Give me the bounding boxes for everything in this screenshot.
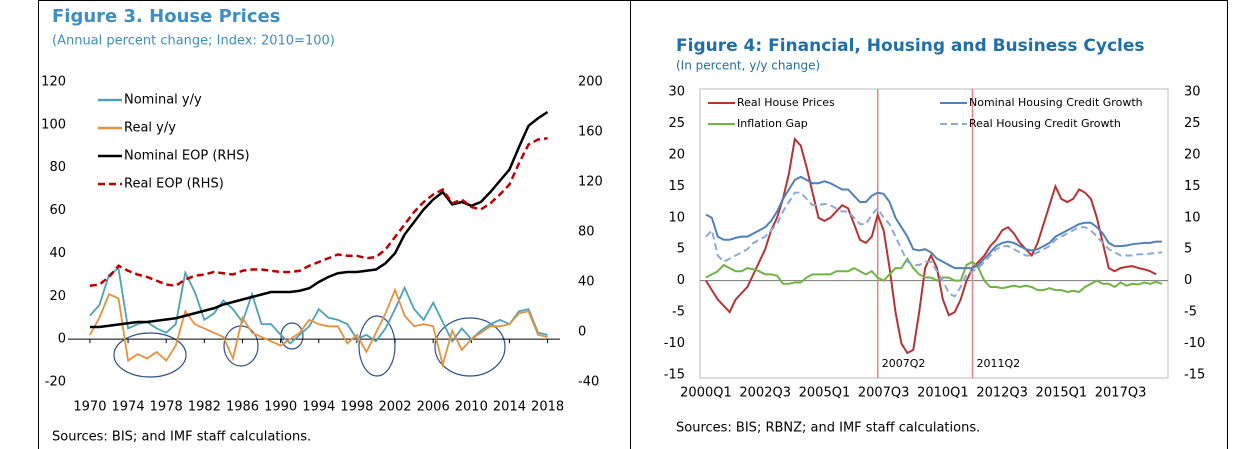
y-tick-label: 0: [58, 332, 66, 347]
y2-tick-label: 30: [1184, 85, 1201, 100]
y-tick-label: -20: [45, 375, 66, 390]
x-tick-label: 2006: [417, 400, 450, 415]
x-tick-label: 1978: [150, 400, 183, 415]
y2-tick-label: 10: [1184, 210, 1201, 225]
y-tick-label: 40: [49, 246, 66, 261]
series-line: [89, 287, 548, 369]
x-tick-label: 1970: [73, 400, 106, 415]
y2-tick-label: 200: [578, 75, 603, 90]
x-tick-label: 2012Q3: [976, 386, 1028, 401]
x-tick-label: 2007Q3: [858, 386, 910, 401]
series-line: [89, 110, 549, 329]
series-line: [705, 137, 1157, 355]
x-tick-label: 1986: [226, 400, 259, 415]
y2-tick-label: 40: [578, 275, 595, 290]
source-note: Sources: BIS; and IMF staff calculations…: [52, 430, 311, 445]
y-tick-label: 120: [41, 75, 66, 90]
y-tick-label: -10: [664, 336, 685, 351]
y2-tick-label: -15: [1184, 368, 1205, 383]
y-tick-label: -5: [672, 305, 685, 320]
y2-tick-label: 25: [1184, 116, 1201, 131]
legend-label: Real Housing Credit Growth: [969, 117, 1121, 130]
y2-tick-label: 20: [1184, 147, 1201, 162]
y-tick-label: 0: [677, 273, 685, 288]
series-line: [705, 175, 1163, 270]
chart-title: Figure 4: Financial, Housing and Busines…: [676, 36, 1145, 56]
legend-label: Real House Prices: [737, 96, 835, 109]
x-tick-label: 2015Q1: [1036, 386, 1088, 401]
y2-tick-label: -10: [1184, 336, 1205, 351]
highlight-ellipse: [223, 325, 259, 367]
series-line: [705, 191, 1163, 298]
highlight-ellipse: [113, 332, 187, 378]
y2-tick-label: 15: [1184, 179, 1201, 194]
y2-tick-label: 80: [578, 225, 595, 240]
y2-tick-label: -5: [1184, 305, 1197, 320]
series-line: [89, 137, 548, 288]
x-tick-label: 2017Q3: [1095, 386, 1147, 401]
y-tick-label: 25: [668, 116, 685, 131]
chart-subtitle: (In percent, y/y change): [676, 59, 820, 73]
series-line: [89, 266, 548, 345]
y2-tick-label: -40: [578, 375, 599, 390]
x-tick-label: 2010Q1: [917, 386, 969, 401]
x-tick-label: 1998: [340, 400, 373, 415]
y-tick-label: 5: [677, 242, 685, 257]
x-tick-label: 2014: [493, 400, 526, 415]
y-tick-label: 30: [668, 85, 685, 100]
y-tick-label: 60: [49, 203, 66, 218]
legend-label: Nominal y/y: [124, 93, 202, 108]
y-tick-label: -15: [664, 368, 685, 383]
x-tick-label: 2018: [531, 400, 564, 415]
highlight-ellipse: [358, 315, 396, 377]
y2-tick-label: 0: [578, 325, 586, 340]
y-tick-label: 10: [668, 210, 685, 225]
x-tick-label: 1982: [188, 400, 221, 415]
chart-title: Figure 3. House Prices: [52, 6, 280, 27]
plot-frame: [699, 88, 1169, 379]
x-tick-label: 2005Q1: [799, 386, 851, 401]
legend-label: Nominal Housing Credit Growth: [969, 96, 1143, 109]
legend-label: Real EOP (RHS): [124, 177, 224, 192]
y-tick-label: 100: [41, 117, 66, 132]
series-line: [705, 256, 1163, 294]
y2-tick-label: 160: [578, 125, 603, 140]
x-tick-label: 2000Q1: [680, 386, 732, 401]
y-tick-label: 15: [668, 179, 685, 194]
x-tick-label: 1994: [302, 400, 335, 415]
y2-tick-label: 120: [578, 175, 603, 190]
x-tick-label: 2002Q3: [739, 386, 791, 401]
x-tick-label: 2010: [455, 400, 488, 415]
legend-label: Nominal EOP (RHS): [124, 149, 250, 164]
x-tick-label: 1990: [264, 400, 297, 415]
y2-tick-label: 5: [1184, 242, 1192, 257]
highlight-ellipse: [434, 317, 506, 377]
y-tick-label: 20: [49, 289, 66, 304]
x-tick-label: 2002: [378, 400, 411, 415]
y-tick-label: 20: [668, 147, 685, 162]
annotation-label: 2007Q2: [882, 357, 926, 370]
legend-label: Inflation Gap: [737, 117, 808, 130]
annotation-label: 2011Q2: [977, 357, 1021, 370]
y-tick-label: 80: [49, 160, 66, 175]
chart-subtitle: (Annual percent change; Index: 2010=100): [52, 34, 335, 49]
source-note: Sources: BIS; RBNZ; and IMF staff calcul…: [676, 421, 980, 436]
legend-label: Real y/y: [124, 121, 176, 136]
y2-tick-label: 0: [1184, 273, 1192, 288]
x-tick-label: 1974: [112, 400, 145, 415]
